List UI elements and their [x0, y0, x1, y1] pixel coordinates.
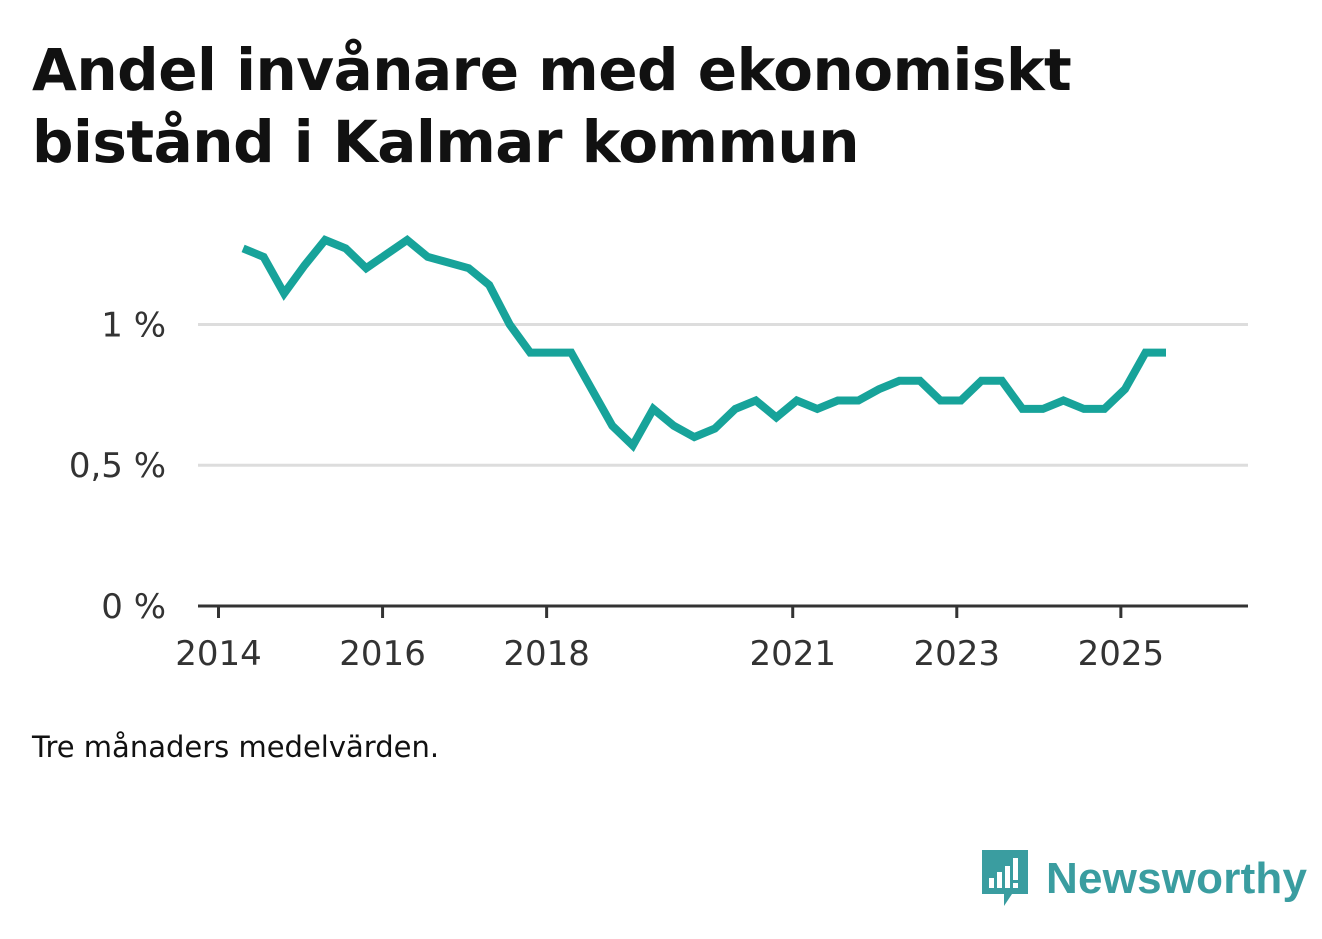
- x-tick-label: 2014: [175, 634, 262, 674]
- y-tick-label: 1 %: [101, 305, 166, 345]
- gridlines: [198, 322, 1248, 467]
- x-tick-label: 2021: [749, 634, 836, 674]
- bar-chart-speech-bubble-icon: [982, 850, 1028, 906]
- x-tick-label: 2016: [339, 634, 426, 674]
- x-axis-ticks: 2014 2016 2018 2021 2023 2025: [175, 606, 1164, 674]
- x-tick-label: 2025: [1078, 634, 1165, 674]
- chart-title: Andel invånare med ekonomiskt bistånd i …: [32, 36, 1072, 176]
- x-tick-label: 2018: [503, 634, 590, 674]
- y-tick-label: 0 %: [101, 587, 166, 627]
- series-line: [241, 234, 1166, 452]
- y-tick-label: 0,5 %: [69, 446, 166, 486]
- newsworthy-logo: Newsworthy: [980, 848, 1307, 910]
- brand-name: Newsworthy: [1046, 854, 1308, 903]
- y-axis-ticks: 0 % 0,5 % 1 %: [69, 305, 166, 627]
- chart-note: Tre månaders medelvärden.: [32, 730, 440, 764]
- line-chart: 0 % 0,5 % 1 % 2014 2016 2018 2021 2023 2025: [69, 234, 1248, 674]
- x-tick-label: 2023: [914, 634, 1001, 674]
- series: [241, 234, 1166, 452]
